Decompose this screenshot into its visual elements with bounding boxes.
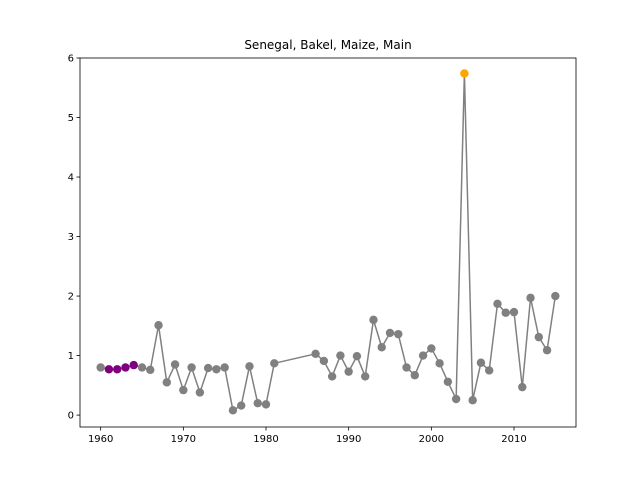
data-point (220, 363, 229, 372)
data-point (154, 321, 163, 330)
data-point (336, 351, 345, 360)
data-point (542, 346, 552, 355)
series-line (100, 72, 557, 412)
data-point (96, 363, 105, 372)
x-tick-label: 1980 (253, 434, 278, 445)
data-point (179, 385, 188, 395)
data-point (427, 344, 436, 353)
data-point (476, 358, 486, 367)
data-point-low (121, 363, 130, 372)
y-tick-label: 0 (68, 411, 74, 422)
data-point (369, 315, 378, 325)
data-point (394, 329, 403, 339)
plot-area (96, 69, 560, 415)
data-point-high (460, 69, 469, 78)
axes-frame (79, 57, 577, 428)
x-tick-label: 1960 (88, 434, 113, 445)
y-axis: 0 1 2 3 4 5 6 (68, 54, 80, 422)
data-point (377, 343, 386, 352)
data-point (385, 328, 395, 338)
data-point-low (113, 365, 122, 374)
data-point (435, 359, 444, 368)
data-point (203, 363, 213, 373)
data-point (485, 366, 494, 375)
data-point (311, 349, 320, 358)
data-point (327, 372, 337, 381)
data-point (410, 371, 419, 380)
data-point (509, 307, 519, 317)
y-tick-label: 1 (68, 351, 74, 362)
y-tick-label: 2 (68, 292, 74, 303)
data-point (526, 293, 535, 303)
data-point (212, 365, 221, 374)
data-point (146, 365, 155, 375)
data-point (162, 378, 171, 387)
data-point (443, 377, 453, 386)
x-tick-label: 2010 (501, 434, 526, 445)
data-point (402, 363, 411, 372)
data-point (451, 394, 461, 404)
data-point (352, 351, 362, 361)
data-point (137, 363, 147, 372)
y-tick-label: 5 (68, 113, 74, 124)
x-tick-label: 1990 (336, 434, 361, 445)
data-point (501, 308, 510, 317)
data-point-low (104, 365, 114, 374)
data-point (228, 406, 238, 415)
data-point (170, 360, 180, 369)
x-tick-label: 2000 (419, 434, 444, 445)
data-point (187, 363, 196, 372)
data-point (245, 362, 254, 371)
data-point (468, 396, 477, 405)
data-point-low (129, 360, 138, 370)
data-point (270, 359, 279, 368)
y-tick-label: 4 (68, 173, 74, 184)
data-point (253, 398, 262, 408)
data-point (237, 401, 246, 410)
x-tick-label: 1970 (171, 434, 196, 445)
data-point (418, 351, 428, 360)
y-tick-label: 3 (68, 232, 74, 243)
data-point (534, 332, 543, 342)
chart-title: Senegal, Bakel, Maize, Main (244, 38, 411, 52)
data-point (261, 400, 271, 409)
x-axis: 1960 1970 1980 1990 2000 2010 (88, 427, 527, 445)
data-point (518, 382, 527, 392)
data-point (344, 367, 353, 376)
data-point (361, 372, 370, 381)
y-tick-label: 6 (68, 54, 74, 65)
data-point (493, 299, 502, 308)
data-point (195, 388, 205, 397)
data-point (319, 356, 329, 366)
data-point (551, 291, 560, 301)
